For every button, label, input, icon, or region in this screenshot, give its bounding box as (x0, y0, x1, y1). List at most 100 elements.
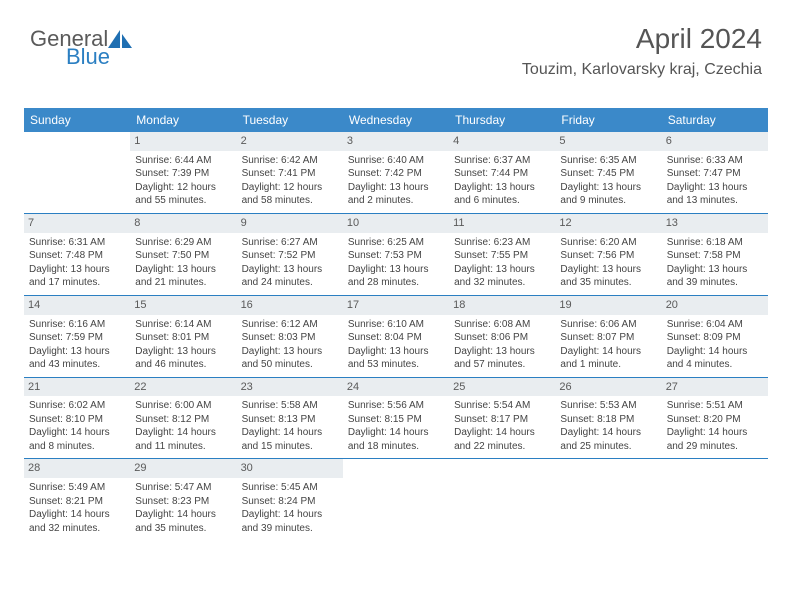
day-number: 23 (237, 378, 343, 397)
daylight-line: Daylight: 14 hours and 1 minute. (560, 345, 656, 372)
sunrise-line: Sunrise: 5:45 AM (242, 481, 338, 495)
day-number: 19 (555, 296, 661, 315)
day-number: 5 (555, 132, 661, 151)
daylight-line: Daylight: 14 hours and 32 minutes. (29, 508, 125, 535)
calendar-cell (449, 459, 555, 540)
sunrise-line: Sunrise: 5:49 AM (29, 481, 125, 495)
sunset-line: Sunset: 8:18 PM (560, 413, 656, 427)
day-number: 20 (662, 296, 768, 315)
dow-friday: Friday (555, 108, 661, 132)
daylight-line: Daylight: 13 hours and 6 minutes. (454, 181, 550, 208)
daylight-line: Daylight: 13 hours and 24 minutes. (242, 263, 338, 290)
sunrise-line: Sunrise: 5:53 AM (560, 399, 656, 413)
calendar-cell: 16Sunrise: 6:12 AMSunset: 8:03 PMDayligh… (237, 296, 343, 377)
daylight-line: Daylight: 13 hours and 35 minutes. (560, 263, 656, 290)
calendar-cell: 22Sunrise: 6:00 AMSunset: 8:12 PMDayligh… (130, 378, 236, 459)
calendar-cell: 26 Sunrise: 5:53 AMSunset: 8:18 PMDayligh… (555, 378, 661, 459)
daylight-line: Daylight: 13 hours and 32 minutes. (454, 263, 550, 290)
daylight-line: Daylight: 13 hours and 46 minutes. (135, 345, 231, 372)
sunrise-line: Sunrise: 6:44 AM (135, 154, 231, 168)
calendar-cell: 25Sunrise: 5:54 AMSunset: 8:17 PMDayligh… (449, 378, 555, 459)
sunrise-line: Sunrise: 6:10 AM (348, 318, 444, 332)
daylight-line: Daylight: 14 hours and 35 minutes. (135, 508, 231, 535)
sunrise-line: Sunrise: 5:56 AM (348, 399, 444, 413)
calendar-cell: 20Sunrise: 6:04 AMSunset: 8:09 PMDayligh… (662, 296, 768, 377)
sunrise-line: Sunrise: 6:37 AM (454, 154, 550, 168)
sunset-line: Sunset: 7:48 PM (29, 249, 125, 263)
daylight-line: Daylight: 13 hours and 28 minutes. (348, 263, 444, 290)
day-number: 25 (449, 378, 555, 397)
sunset-line: Sunset: 8:04 PM (348, 331, 444, 345)
sunset-line: Sunset: 8:17 PM (454, 413, 550, 427)
day-number: 2 (237, 132, 343, 151)
calendar-cell: 29Sunrise: 5:47 AMSunset: 8:23 PMDayligh… (130, 459, 236, 540)
sunrise-line: Sunrise: 6:35 AM (560, 154, 656, 168)
dow-tuesday: Tuesday (237, 108, 343, 132)
calendar-cell: 2Sunrise: 6:42 AMSunset: 7:41 PMDaylight… (237, 132, 343, 213)
daylight-line: Daylight: 14 hours and 22 minutes. (454, 426, 550, 453)
calendar-cell: 23Sunrise: 5:58 AMSunset: 8:13 PMDayligh… (237, 378, 343, 459)
sunrise-line: Sunrise: 5:58 AM (242, 399, 338, 413)
page-location: Touzim, Karlovarsky kraj, Czechia (522, 61, 762, 79)
calendar-cell: 8Sunrise: 6:29 AMSunset: 7:50 PMDaylight… (130, 214, 236, 295)
dow-monday: Monday (130, 108, 236, 132)
sunset-line: Sunset: 7:45 PM (560, 167, 656, 181)
sunset-line: Sunset: 7:58 PM (667, 249, 763, 263)
sunset-line: Sunset: 7:44 PM (454, 167, 550, 181)
daylight-line: Daylight: 14 hours and 15 minutes. (242, 426, 338, 453)
sunset-line: Sunset: 8:15 PM (348, 413, 444, 427)
daylight-line: Daylight: 13 hours and 9 minutes. (560, 181, 656, 208)
day-number: 18 (449, 296, 555, 315)
day-number: 15 (130, 296, 236, 315)
day-number: 21 (24, 378, 130, 397)
calendar-week: 1Sunrise: 6:44 AMSunset: 7:39 PMDaylight… (24, 132, 768, 214)
sunrise-line: Sunrise: 6:08 AM (454, 318, 550, 332)
daylight-line: Daylight: 13 hours and 50 minutes. (242, 345, 338, 372)
day-number: 9 (237, 214, 343, 233)
sunrise-line: Sunrise: 6:04 AM (667, 318, 763, 332)
calendar-week: 28Sunrise: 5:49 AMSunset: 8:21 PMDayligh… (24, 459, 768, 540)
page-title: April 2024 (522, 24, 762, 55)
calendar-cell: 13Sunrise: 6:18 AMSunset: 7:58 PMDayligh… (662, 214, 768, 295)
sunset-line: Sunset: 8:07 PM (560, 331, 656, 345)
calendar-week: 7Sunrise: 6:31 AMSunset: 7:48 PMDaylight… (24, 214, 768, 296)
daylight-line: Daylight: 13 hours and 21 minutes. (135, 263, 231, 290)
calendar-cell: 3Sunrise: 6:40 AMSunset: 7:42 PMDaylight… (343, 132, 449, 213)
calendar-cell: 11Sunrise: 6:23 AMSunset: 7:55 PMDayligh… (449, 214, 555, 295)
sunrise-line: Sunrise: 6:23 AM (454, 236, 550, 250)
logo: General Blue (30, 28, 134, 68)
calendar-cell: 24Sunrise: 5:56 AMSunset: 8:15 PMDayligh… (343, 378, 449, 459)
daylight-line: Daylight: 14 hours and 29 minutes. (667, 426, 763, 453)
calendar-week: 21Sunrise: 6:02 AMSunset: 8:10 PMDayligh… (24, 378, 768, 460)
calendar-cell: 1Sunrise: 6:44 AMSunset: 7:39 PMDaylight… (130, 132, 236, 213)
daylight-line: Daylight: 14 hours and 25 minutes. (560, 426, 656, 453)
daylight-line: Daylight: 13 hours and 43 minutes. (29, 345, 125, 372)
daylight-line: Daylight: 12 hours and 55 minutes. (135, 181, 231, 208)
dow-header-row: Sunday Monday Tuesday Wednesday Thursday… (24, 108, 768, 132)
day-number: 6 (662, 132, 768, 151)
sunset-line: Sunset: 7:52 PM (242, 249, 338, 263)
sunrise-line: Sunrise: 6:16 AM (29, 318, 125, 332)
calendar-cell: 18Sunrise: 6:08 AMSunset: 8:06 PMDayligh… (449, 296, 555, 377)
sunset-line: Sunset: 8:12 PM (135, 413, 231, 427)
daylight-line: Daylight: 14 hours and 18 minutes. (348, 426, 444, 453)
calendar-cell: 30Sunrise: 5:45 AMSunset: 8:24 PMDayligh… (237, 459, 343, 540)
calendar-cell: 4 Sunrise: 6:37 AMSunset: 7:44 PMDaylight… (449, 132, 555, 213)
calendar-cell: 12Sunrise: 6:20 AMSunset: 7:56 PMDayligh… (555, 214, 661, 295)
sunrise-line: Sunrise: 6:20 AM (560, 236, 656, 250)
sunrise-line: Sunrise: 6:27 AM (242, 236, 338, 250)
sunset-line: Sunset: 8:03 PM (242, 331, 338, 345)
day-number: 26 (555, 378, 661, 397)
sunset-line: Sunset: 8:23 PM (135, 495, 231, 509)
dow-sunday: Sunday (24, 108, 130, 132)
sunset-line: Sunset: 7:47 PM (667, 167, 763, 181)
daylight-line: Daylight: 13 hours and 17 minutes. (29, 263, 125, 290)
day-number: 10 (343, 214, 449, 233)
calendar-cell: 28Sunrise: 5:49 AMSunset: 8:21 PMDayligh… (24, 459, 130, 540)
sunset-line: Sunset: 7:56 PM (560, 249, 656, 263)
calendar-grid: 1Sunrise: 6:44 AMSunset: 7:39 PMDaylight… (24, 132, 768, 540)
day-number: 4 (449, 132, 555, 151)
calendar-cell: 5 Sunrise: 6:35 AMSunset: 7:45 PMDaylight… (555, 132, 661, 213)
sunrise-line: Sunrise: 6:29 AM (135, 236, 231, 250)
dow-saturday: Saturday (662, 108, 768, 132)
